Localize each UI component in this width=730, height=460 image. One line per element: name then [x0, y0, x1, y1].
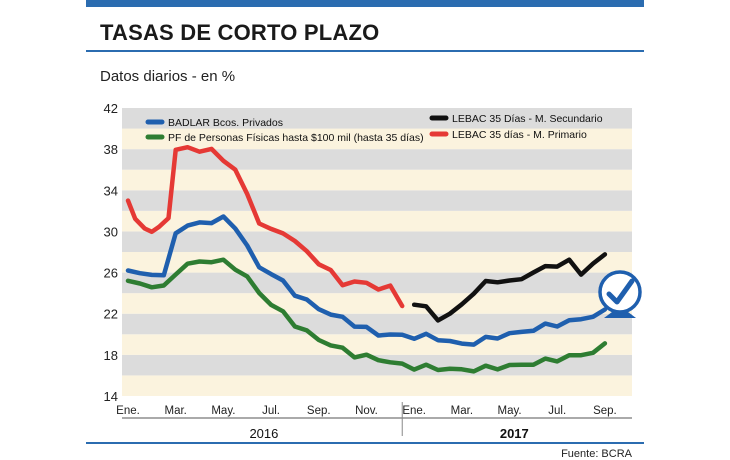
series-line-lebac_prim	[125, 144, 405, 309]
band	[122, 190, 632, 211]
band	[122, 252, 632, 273]
band	[122, 169, 632, 191]
band	[122, 334, 632, 355]
y-tick-label: 14	[104, 389, 118, 404]
bottom-divider	[86, 442, 644, 444]
x-tick-label: Ene.	[402, 405, 426, 417]
band	[122, 108, 632, 129]
chart-subtitle: Datos diarios - en %	[100, 68, 236, 85]
legend: BADLAR Bcos. Privados PF de Personas Físi…	[145, 113, 603, 144]
band	[122, 149, 632, 170]
top-accent-bar	[86, 0, 644, 7]
legend-label-lebac_sec: LEBAC 35 Días - M. Secundario	[452, 113, 603, 125]
legend-label-pf: PF de Personas Físicas hasta $100 mil (h…	[168, 132, 424, 144]
x-tick-label: Jul.	[548, 405, 566, 417]
title-divider	[86, 50, 644, 52]
band	[122, 313, 632, 335]
x-axis: Ene. Mar. May. Jul. Sep. Nov. Ene. Mar. May. Jul.…	[116, 402, 632, 441]
x-tick-label: Jul.	[262, 405, 280, 417]
series-lines	[125, 144, 608, 374]
check-icon	[598, 270, 642, 318]
x-tick-label: Ene.	[116, 405, 140, 417]
y-tick-label: 38	[104, 142, 118, 157]
x-tick-label: Nov.	[355, 405, 378, 417]
y-tick-label: 34	[104, 183, 118, 198]
band	[122, 210, 632, 232]
x-tick-label: Sep.	[593, 405, 617, 417]
year-label: 2016	[249, 426, 278, 441]
y-tick-label: 26	[104, 266, 118, 281]
x-tick-label: Mar.	[451, 405, 473, 417]
band	[122, 128, 632, 150]
x-tick-label: May.	[211, 405, 235, 417]
band-base	[122, 396, 632, 398]
y-tick-label: 42	[104, 101, 118, 116]
chart-title: TASAS DE CORTO PLAZO	[100, 20, 380, 45]
x-tick-label: Sep.	[307, 405, 331, 417]
band	[122, 354, 632, 376]
x-tick-label: Mar.	[165, 405, 187, 417]
x-tick-label: May.	[497, 405, 521, 417]
legend-label-lebac_prim: LEBAC 35 días - M. Primario	[452, 129, 587, 141]
y-tick-label: 18	[104, 348, 118, 363]
band	[122, 375, 632, 396]
series-line-pf	[125, 257, 608, 374]
band	[122, 293, 632, 314]
background-bands	[122, 108, 632, 398]
year-label: 2017	[500, 426, 529, 441]
y-axis-ticks: 14 18 22 26 30 34 38 42	[104, 101, 118, 404]
series-line-badlar	[125, 214, 608, 347]
source-note: Fuente: BCRA	[561, 448, 632, 460]
y-tick-label: 22	[104, 307, 118, 322]
badge-ring	[598, 270, 642, 314]
y-tick-label: 30	[104, 224, 118, 239]
badge-check	[606, 278, 635, 305]
series-line-lebac_sec	[411, 252, 608, 323]
band	[122, 231, 632, 252]
legend-label-badlar: BADLAR Bcos. Privados	[168, 117, 283, 129]
